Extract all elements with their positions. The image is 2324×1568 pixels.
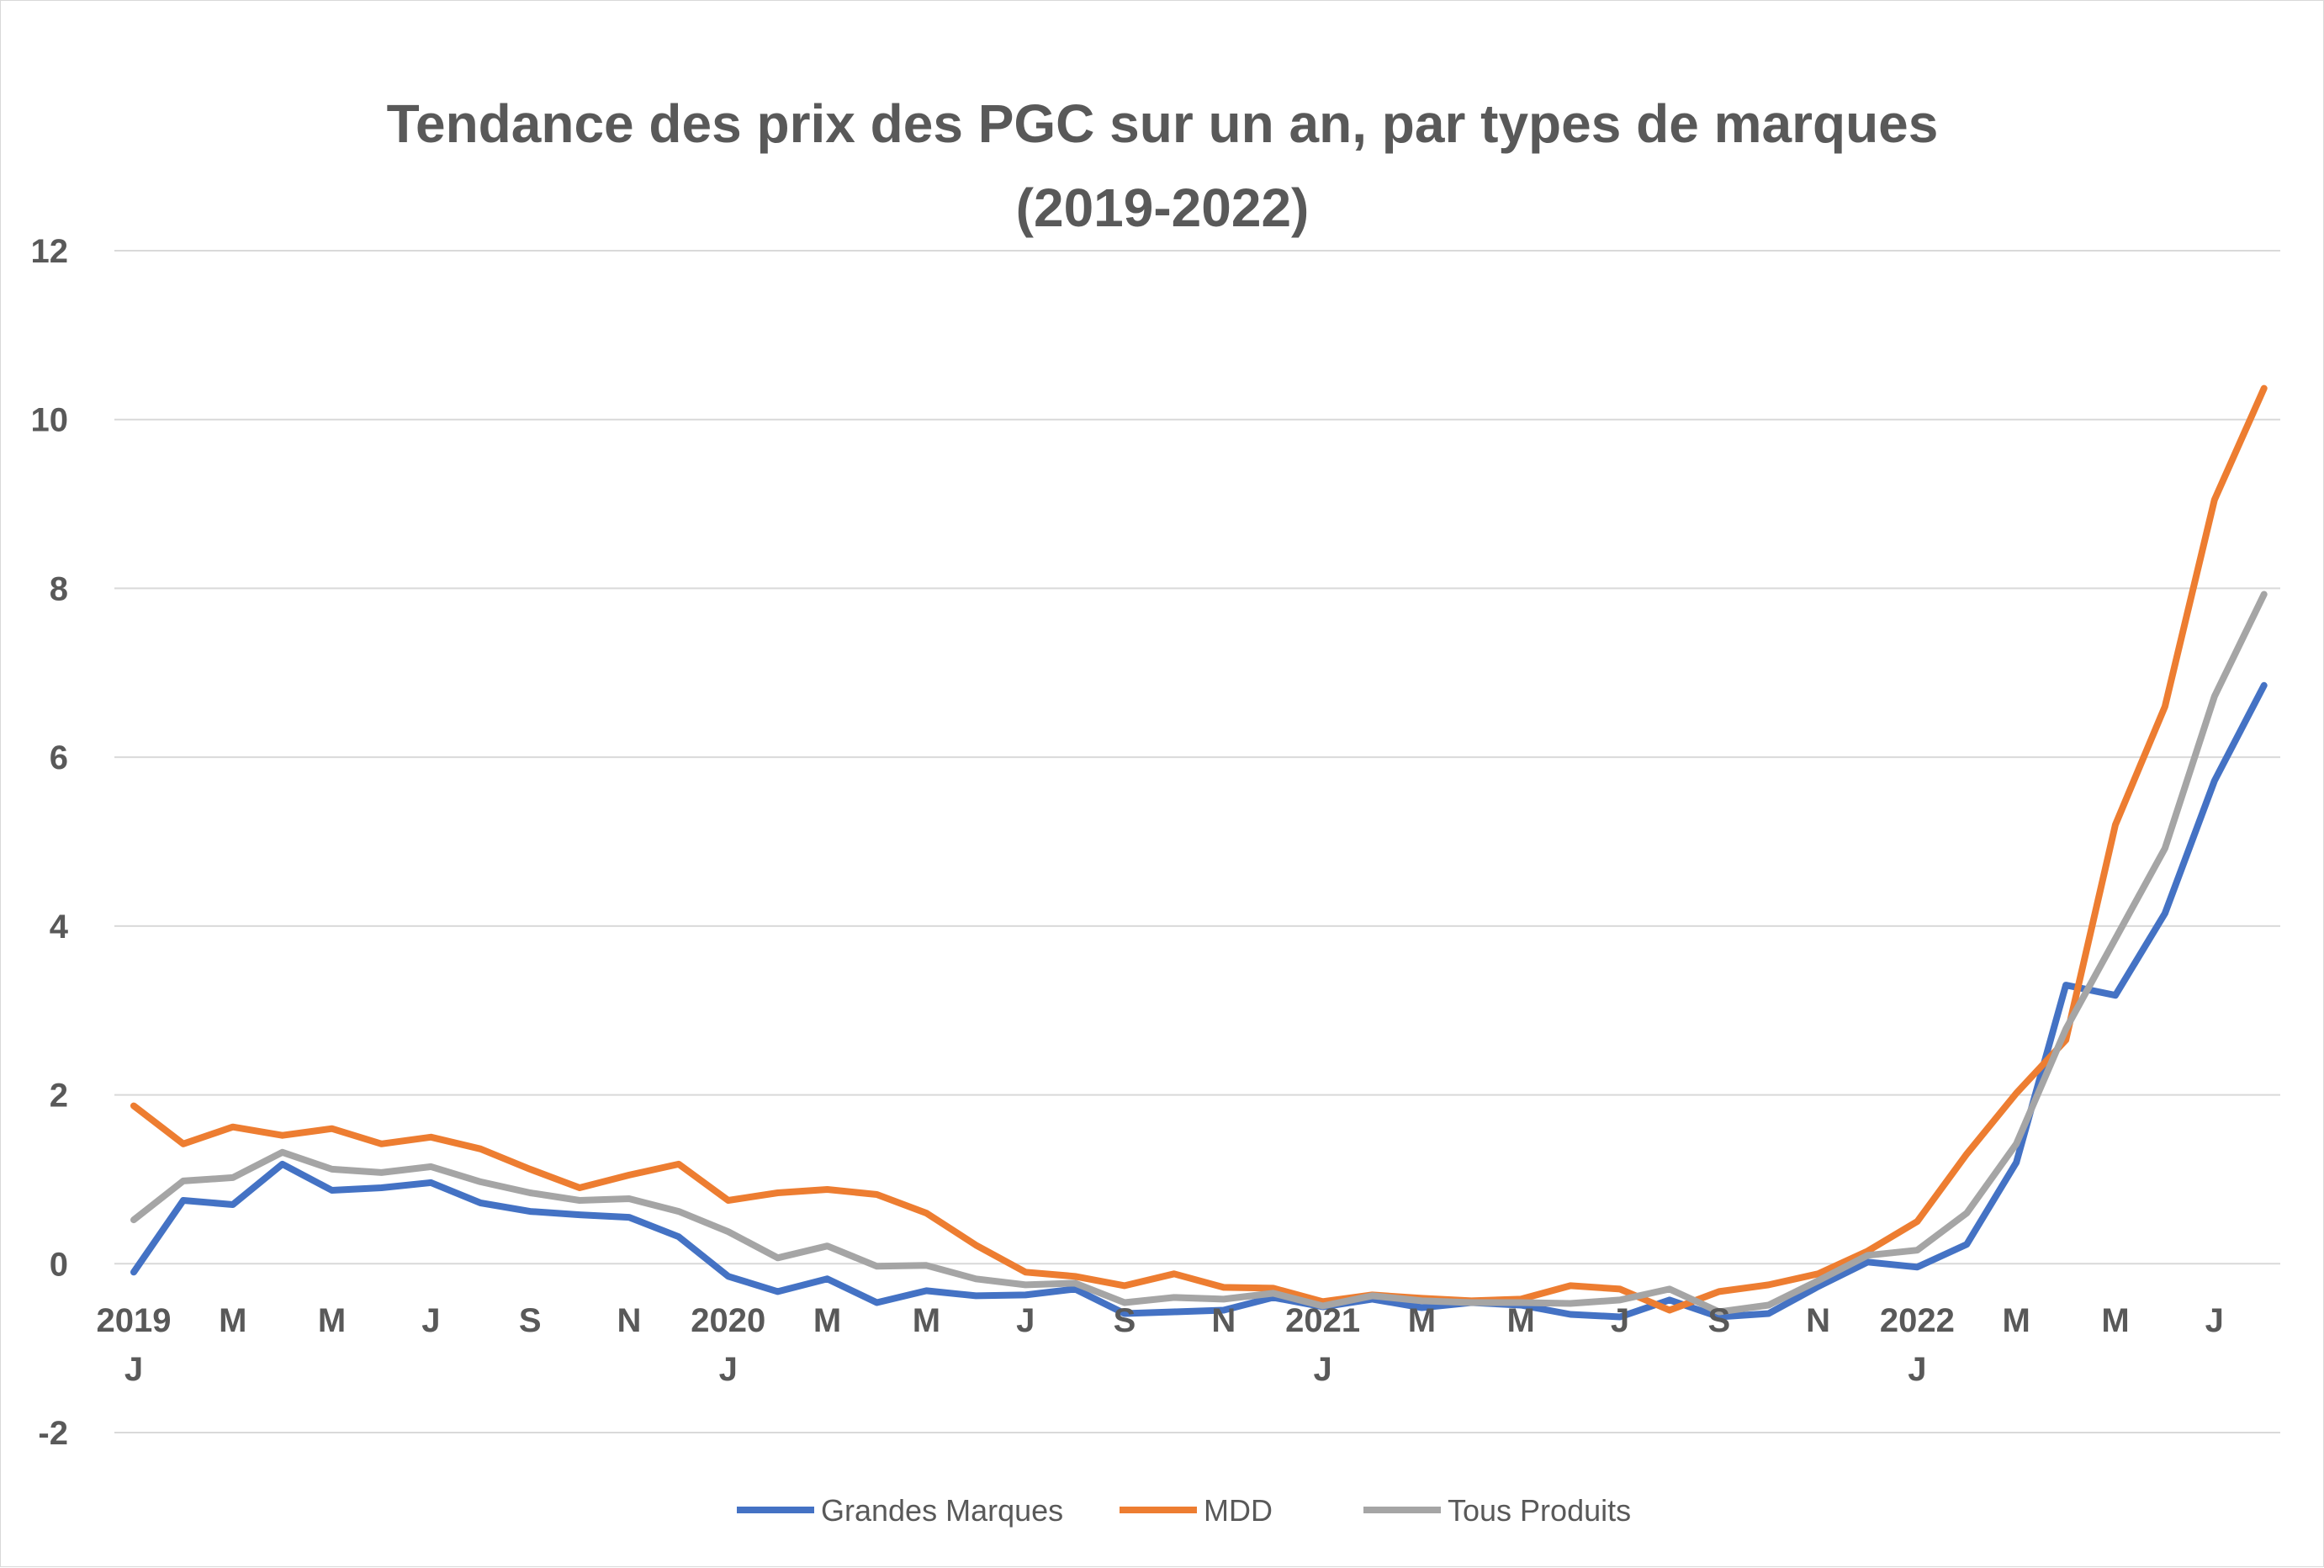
legend-label: MDD [1204, 1493, 1273, 1528]
chart-title-line-1: Tendance des prix des PGC sur un an, par… [387, 93, 1939, 154]
y-tick-label: 2 [50, 1078, 68, 1115]
x-tick-month: S [519, 1302, 542, 1339]
x-tick-month: N [1806, 1302, 1830, 1339]
x-tick-month: M [1507, 1302, 1535, 1339]
legend: Grandes Marques MDD Tous Produits [737, 1493, 1631, 1528]
x-tick-month: S [1707, 1302, 1730, 1339]
x-tick-month: J [719, 1351, 738, 1388]
y-tick-label: 6 [50, 739, 68, 776]
x-tick-month: J [1016, 1302, 1035, 1339]
series-line-grandes-marques [130, 681, 2268, 1321]
x-tick-month: J [1313, 1351, 1331, 1388]
legend-item: Grandes Marques [737, 1493, 1063, 1528]
y-tick-label: 12 [31, 233, 69, 270]
x-tick-year: 2021 [1285, 1302, 1360, 1339]
x-tick-month: N [1211, 1302, 1236, 1339]
x-tick-month: M [2003, 1302, 2030, 1339]
chart-title-line-2: (2019-2022) [1016, 177, 1310, 238]
legend-item: MDD [1120, 1493, 1273, 1528]
y-tick-label: -2 [38, 1415, 68, 1452]
x-tick-year: 2020 [691, 1302, 765, 1339]
series-line-tous-produits [130, 591, 2268, 1316]
y-gridlines [114, 250, 2280, 1433]
y-tick-label: 10 [31, 402, 69, 439]
x-tick-year: 2022 [1880, 1302, 1955, 1339]
y-tick-label: 8 [50, 570, 68, 607]
x-tick-month: M [318, 1302, 346, 1339]
x-tick-month: M [2101, 1302, 2129, 1339]
x-tick-month: J [1908, 1351, 1926, 1388]
x-tick-month: M [1408, 1302, 1436, 1339]
x-tick-month: J [1611, 1302, 1629, 1339]
x-tick-month: J [2205, 1302, 2224, 1339]
x-tick-month: M [219, 1302, 246, 1339]
x-axis-tick-labels: 2019 J M M J S N 2020 J M M J S N 2021 J M M J S N 2022 J M M J [97, 1302, 2224, 1388]
x-tick-month: J [124, 1351, 143, 1388]
x-tick-year: 2019 [97, 1302, 172, 1339]
x-tick-month: M [813, 1302, 841, 1339]
x-tick-month: S [1114, 1302, 1136, 1339]
x-tick-month: M [913, 1302, 940, 1339]
series-lines [130, 384, 2268, 1321]
legend-label: Tous Produits [1448, 1493, 1631, 1528]
y-tick-label: 4 [50, 908, 69, 946]
x-tick-month: N [617, 1302, 642, 1339]
series-line-mdd [130, 384, 2268, 1314]
x-tick-month: J [421, 1302, 440, 1339]
legend-label: Grandes Marques [821, 1493, 1063, 1528]
chart-title: Tendance des prix des PGC sur un an, par… [387, 93, 1939, 238]
y-tick-label: 0 [50, 1246, 68, 1283]
legend-item: Tous Produits [1363, 1493, 1631, 1528]
y-axis-tick-labels: -2 0 2 4 6 8 10 12 [31, 233, 69, 1452]
